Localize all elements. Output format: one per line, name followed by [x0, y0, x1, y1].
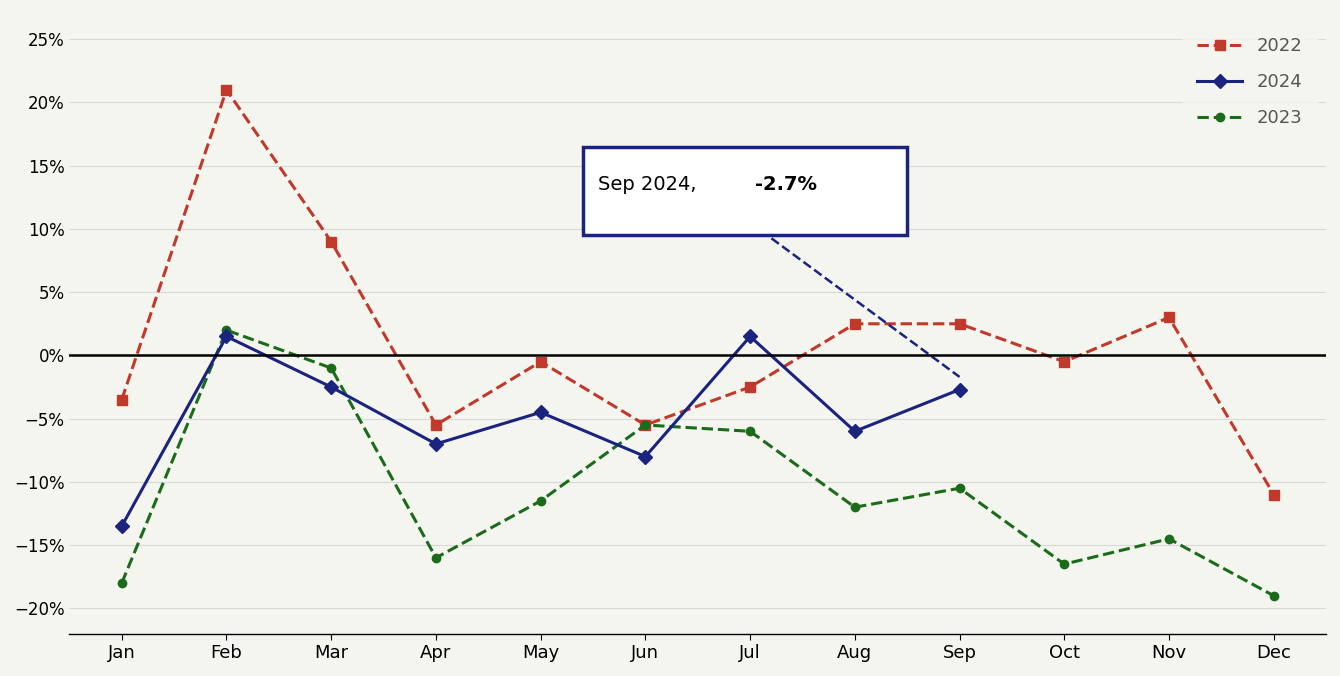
Text: Sep 2024,: Sep 2024, — [598, 175, 704, 194]
FancyBboxPatch shape — [583, 147, 907, 235]
Legend: 2022, 2024, 2023: 2022, 2024, 2023 — [1183, 23, 1317, 142]
Text: -2.7%: -2.7% — [756, 175, 817, 194]
